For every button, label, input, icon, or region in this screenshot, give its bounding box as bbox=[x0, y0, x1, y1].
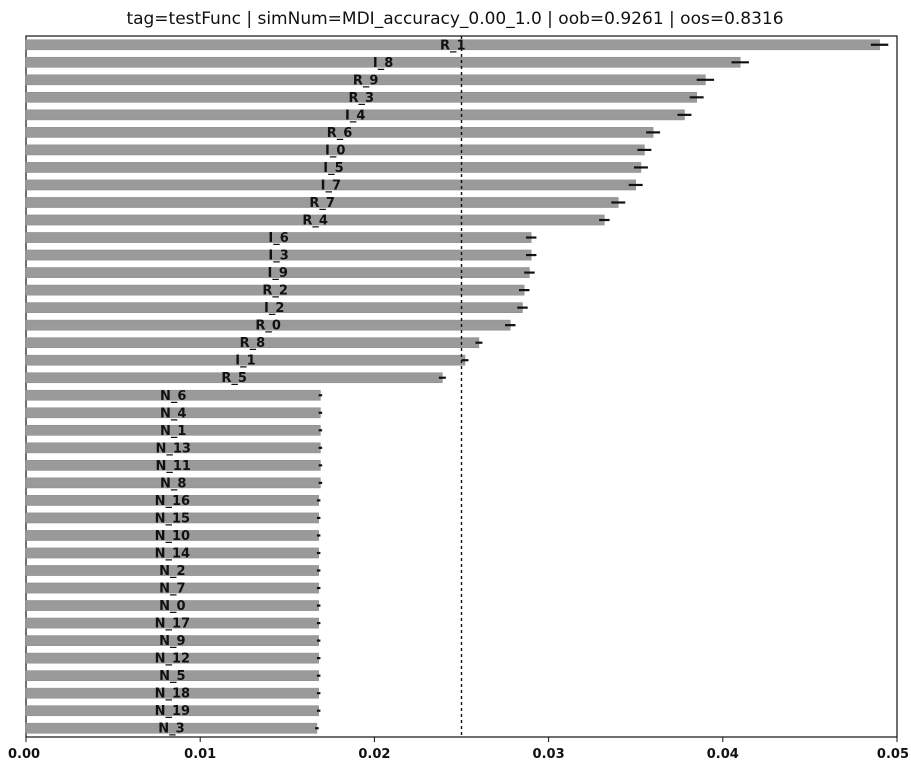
bar-label-N_12: N_12 bbox=[155, 652, 190, 667]
x-tick-label: 0.04 bbox=[707, 747, 739, 762]
bar-label-N_3: N_3 bbox=[158, 722, 184, 737]
bar-label-I_4: I_4 bbox=[345, 108, 365, 123]
bar-label-N_18: N_18 bbox=[155, 687, 190, 702]
bar-label-I_3: I_3 bbox=[268, 249, 288, 264]
bar-label-R_9: R_9 bbox=[353, 73, 379, 88]
x-tick-label: 0.05 bbox=[877, 747, 909, 762]
bar-label-N_7: N_7 bbox=[159, 582, 185, 597]
bar-label-R_3: R_3 bbox=[349, 91, 375, 106]
bar-label-I_7: I_7 bbox=[321, 178, 341, 193]
bar-label-R_8: R_8 bbox=[240, 336, 266, 351]
bar-label-I_8: I_8 bbox=[373, 56, 393, 71]
bar-label-N_6: N_6 bbox=[160, 389, 186, 404]
bar-label-I_9: I_9 bbox=[268, 266, 288, 281]
bar-label-N_2: N_2 bbox=[159, 564, 185, 579]
x-tick-label: 0.03 bbox=[533, 747, 565, 762]
bar-label-I_2: I_2 bbox=[264, 301, 284, 316]
bar-label-N_16: N_16 bbox=[155, 494, 190, 509]
bar-label-N_1: N_1 bbox=[160, 424, 186, 439]
bar-label-N_5: N_5 bbox=[159, 669, 185, 684]
bar-label-N_4: N_4 bbox=[160, 406, 186, 421]
bar-label-N_19: N_19 bbox=[155, 704, 190, 719]
x-tick-label: 0.01 bbox=[184, 747, 216, 762]
bar-label-N_0: N_0 bbox=[159, 599, 185, 614]
bar-label-R_2: R_2 bbox=[262, 284, 288, 299]
bar-label-N_13: N_13 bbox=[155, 441, 190, 456]
bar-label-R_6: R_6 bbox=[327, 126, 353, 141]
chart-title: tag=testFunc | simNum=MDI_accuracy_0.00_… bbox=[126, 9, 783, 29]
bar-label-I_6: I_6 bbox=[268, 231, 288, 246]
bar-label-N_10: N_10 bbox=[155, 529, 190, 544]
x-tick-label: 0.00 bbox=[8, 747, 40, 762]
bar-label-N_9: N_9 bbox=[159, 634, 185, 649]
bar-label-N_17: N_17 bbox=[155, 617, 190, 632]
plot-area: R_1 I_8 R_9 R_3 I_4 R_6 I_0 I_5 I_7 R_7 R_4 I_6 I_3 I… bbox=[8, 35, 909, 762]
bar-label-I_1: I_1 bbox=[235, 354, 255, 369]
bar-label-N_8: N_8 bbox=[160, 476, 186, 491]
bar-label-N_15: N_15 bbox=[155, 511, 190, 526]
bar-label-R_7: R_7 bbox=[309, 196, 335, 211]
bar-label-N_11: N_11 bbox=[155, 459, 190, 474]
bar-label-I_0: I_0 bbox=[325, 143, 345, 158]
bar-label-R_1: R_1 bbox=[440, 38, 466, 53]
bar-label-R_0: R_0 bbox=[255, 319, 281, 334]
x-tick-label: 0.02 bbox=[358, 747, 390, 762]
bar-label-I_5: I_5 bbox=[323, 161, 343, 176]
bar-label-R_4: R_4 bbox=[302, 214, 328, 229]
bar-label-R_5: R_5 bbox=[221, 371, 247, 386]
bar-label-N_14: N_14 bbox=[155, 546, 190, 561]
